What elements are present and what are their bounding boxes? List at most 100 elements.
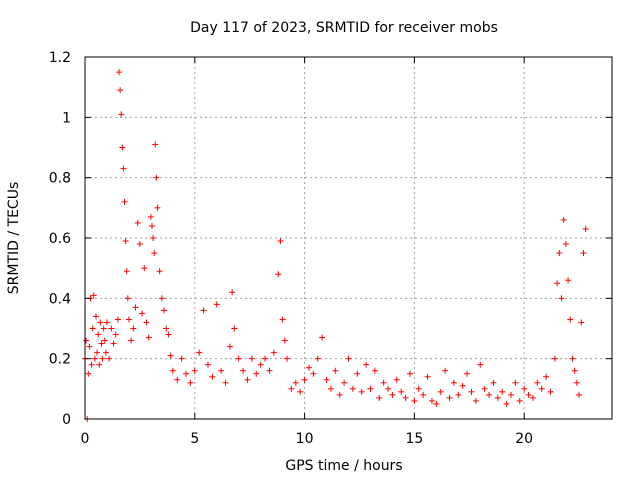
data-point [499, 388, 506, 395]
data-point [86, 343, 93, 350]
data-point [349, 385, 356, 392]
data-point [222, 379, 229, 386]
data-point [270, 349, 277, 356]
data-point [310, 370, 317, 377]
data-point [103, 319, 110, 326]
data-point [521, 385, 528, 392]
data-point [578, 319, 585, 326]
data-point [118, 111, 125, 118]
data-point [106, 355, 113, 362]
data-point [455, 391, 462, 398]
data-point [556, 250, 563, 257]
data-point [446, 394, 453, 401]
data-point [420, 391, 427, 398]
data-point [183, 370, 190, 377]
data-point [558, 295, 565, 302]
plot-frame [84, 56, 613, 420]
data-point [332, 367, 339, 374]
data-point [89, 325, 96, 332]
data-point [97, 319, 104, 326]
data-point [534, 379, 541, 386]
data-point [108, 325, 115, 332]
data-point [96, 361, 103, 368]
data-point [569, 355, 576, 362]
x-tick-label: 10 [296, 431, 314, 447]
x-tick-label: 20 [515, 431, 533, 447]
data-point [262, 355, 269, 362]
data-point [125, 316, 132, 323]
data-point [229, 289, 236, 296]
data-point [90, 292, 97, 299]
data-point [156, 268, 163, 275]
data-point [367, 385, 374, 392]
data-point [88, 361, 95, 368]
data-point [143, 319, 150, 326]
data-point [112, 331, 119, 338]
data-point [301, 376, 308, 383]
data-point [99, 355, 106, 362]
data-point [411, 397, 418, 404]
data-point [319, 334, 326, 341]
data-point [582, 225, 589, 232]
data-point [281, 337, 288, 344]
data-point [204, 361, 211, 368]
data-point [209, 373, 216, 380]
data-point [128, 337, 135, 344]
data-point [95, 331, 102, 338]
x-tick-label: 0 [81, 431, 90, 447]
data-point [385, 385, 392, 392]
data-point [554, 280, 561, 287]
data-point [145, 334, 152, 341]
data-point [122, 238, 129, 245]
data-point [567, 316, 574, 323]
data-point [464, 370, 471, 377]
data-point [406, 370, 413, 377]
data-point [165, 331, 172, 338]
data-point [167, 352, 174, 359]
data-point [486, 391, 493, 398]
data-point [573, 379, 580, 386]
data-point [119, 144, 126, 151]
data-point [152, 141, 159, 148]
data-point [100, 325, 107, 332]
data-point [543, 373, 550, 380]
data-point [154, 204, 161, 211]
data-point [507, 391, 514, 398]
data-point [158, 295, 165, 302]
y-tick-label: 0.4 [49, 291, 71, 307]
data-point [257, 361, 264, 368]
data-point [398, 388, 405, 395]
data-point [529, 394, 536, 401]
data-point [85, 370, 92, 377]
data-point [562, 241, 569, 248]
data-point [124, 295, 131, 302]
data-point [363, 361, 370, 368]
data-point [101, 337, 108, 344]
data-point [336, 391, 343, 398]
data-point [277, 238, 284, 245]
data-point [253, 370, 260, 377]
data-point [151, 250, 158, 257]
data-point [494, 394, 501, 401]
data-point [102, 349, 109, 356]
data-point [512, 379, 519, 386]
data-point [565, 277, 572, 284]
data-point [345, 355, 352, 362]
data-point [235, 355, 242, 362]
data-point [459, 382, 466, 389]
data-point [121, 198, 128, 205]
data-point [341, 379, 348, 386]
data-point [114, 316, 121, 323]
data-point [477, 361, 484, 368]
data-point [437, 388, 444, 395]
data-point [516, 397, 523, 404]
data-point [200, 307, 207, 314]
y-tick-label: 0 [62, 412, 71, 428]
data-point [327, 385, 334, 392]
data-point [174, 376, 181, 383]
data-point [305, 364, 312, 371]
data-point [292, 379, 299, 386]
data-point [503, 400, 510, 407]
y-tick-label: 1.2 [49, 50, 71, 66]
data-point [551, 355, 558, 362]
